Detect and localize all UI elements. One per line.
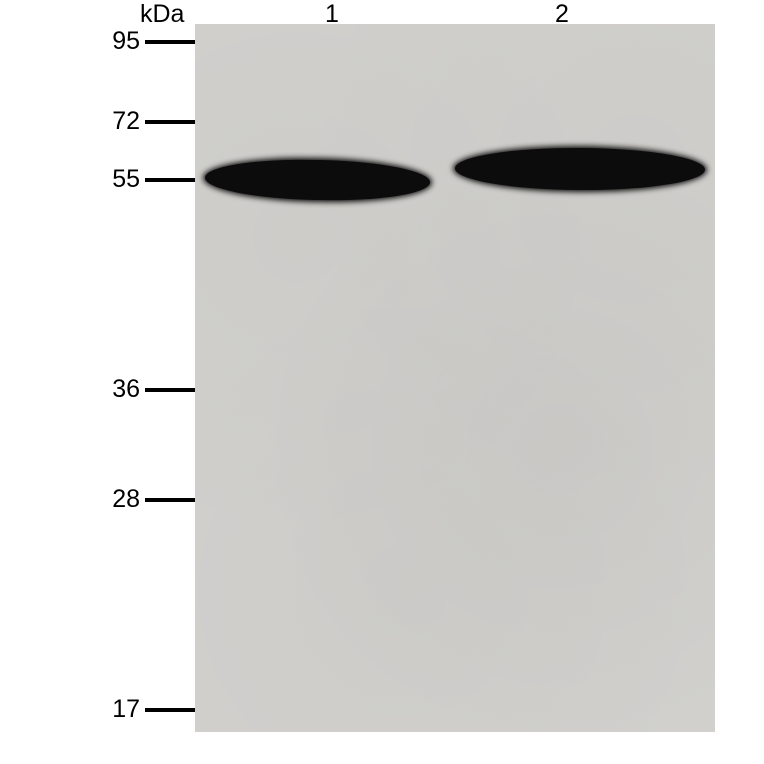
mw-label-28: 28: [80, 485, 140, 514]
axis-label-kda: kDa: [140, 0, 184, 29]
lane-label-1: 1: [325, 0, 339, 29]
mw-label-72: 72: [80, 107, 140, 136]
blot-canvas: kDa 1 2 95 72 55 36 28 17: [0, 0, 764, 764]
lane-label-2: 2: [555, 0, 569, 29]
mw-tick-28: [145, 498, 195, 502]
mw-label-55: 55: [80, 165, 140, 194]
mw-tick-72: [145, 120, 195, 124]
mw-label-95: 95: [80, 27, 140, 56]
mw-tick-95: [145, 40, 195, 44]
mw-tick-36: [145, 388, 195, 392]
mw-label-36: 36: [80, 375, 140, 404]
membrane-background: [195, 24, 715, 732]
mw-tick-17: [145, 708, 195, 712]
mw-tick-55: [145, 178, 195, 182]
mw-label-17: 17: [80, 695, 140, 724]
